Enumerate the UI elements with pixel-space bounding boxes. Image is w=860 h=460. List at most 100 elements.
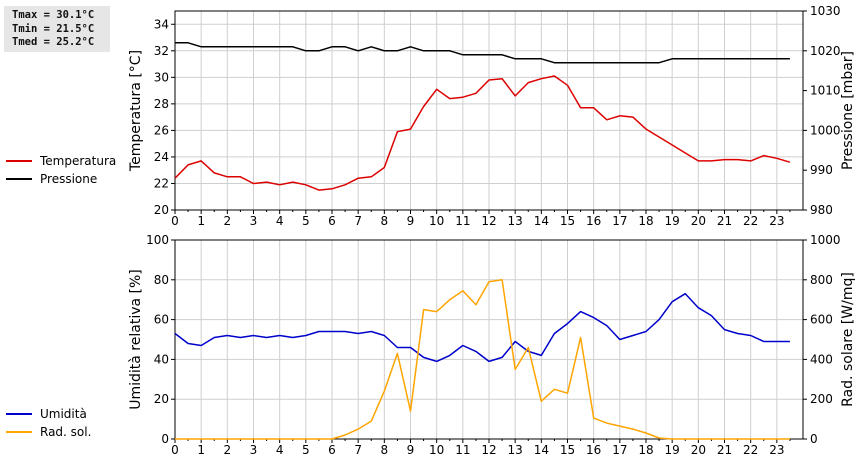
x-tick-label-hum-17: 17 — [612, 443, 627, 457]
series-line-temperatura — [174, 75, 791, 191]
legend-item-umidita: Umidità — [6, 405, 87, 423]
y-axis-title-left-temp: Temperatura [°C] — [128, 50, 144, 172]
x-tick-label-temp-18: 18 — [638, 214, 653, 228]
y-tick-label-right-temp-1010: 1010 — [810, 84, 841, 98]
x-tick-label-temp-3: 3 — [250, 214, 258, 228]
x-tick-label-hum-22: 22 — [743, 443, 758, 457]
y-tick-label-left-hum-60: 60 — [154, 313, 169, 327]
y-tick-label-right-temp-990: 990 — [810, 163, 833, 177]
x-tick-label-temp-14: 14 — [534, 214, 549, 228]
x-tick-label-temp-19: 19 — [665, 214, 680, 228]
x-tick-label-hum-11: 11 — [455, 443, 470, 457]
y-tick-label-right-temp-1000: 1000 — [810, 123, 841, 137]
x-tick-label-hum-4: 4 — [276, 443, 284, 457]
legend-label-pressione: Pressione — [40, 172, 98, 186]
y-tick-label-right-hum-200: 200 — [810, 392, 833, 406]
x-tick-label-temp-15: 15 — [560, 214, 575, 228]
y-tick-label-left-temp-20: 20 — [154, 203, 169, 217]
legend-label-radsol: Rad. sol. — [40, 425, 92, 439]
y-tick-label-left-temp-24: 24 — [154, 150, 169, 164]
series-line-rad-sol — [175, 279, 790, 440]
y-tick-label-left-hum-40: 40 — [154, 352, 169, 366]
legend-swatch-temperatura — [6, 160, 32, 162]
x-tick-label-hum-12: 12 — [481, 443, 496, 457]
y-tick-label-right-hum-600: 600 — [810, 313, 833, 327]
x-tick-label-hum-10: 10 — [429, 443, 444, 457]
legend-label-temperatura: Temperatura — [40, 154, 117, 168]
x-tick-label-hum-14: 14 — [534, 443, 549, 457]
y-tick-label-left-temp-26: 26 — [154, 123, 169, 137]
x-tick-label-hum-0: 0 — [171, 443, 179, 457]
stat-tmin: Tmin = 21.5°C — [12, 22, 95, 35]
x-tick-label-temp-16: 16 — [586, 214, 601, 228]
x-tick-label-temp-13: 13 — [508, 214, 523, 228]
x-tick-label-hum-1: 1 — [197, 443, 205, 457]
y-tick-label-right-temp-1030: 1030 — [810, 4, 841, 18]
x-tick-label-hum-3: 3 — [250, 443, 258, 457]
stat-tmax: Tmax = 30.1°C — [12, 9, 95, 21]
y-tick-label-left-hum-80: 80 — [154, 273, 169, 287]
y-axis-title-left-hum: Umidità relativa [%] — [128, 269, 144, 410]
legend-item-radsol: Rad. sol. — [6, 423, 91, 441]
x-tick-label-hum-15: 15 — [560, 443, 575, 457]
x-tick-label-hum-6: 6 — [328, 443, 336, 457]
x-tick-label-temp-0: 0 — [171, 214, 179, 228]
y-tick-label-left-temp-30: 30 — [154, 70, 169, 84]
series-line-pressione — [175, 42, 790, 64]
x-tick-label-hum-8: 8 — [381, 443, 389, 457]
legend-swatch-umidita — [6, 413, 32, 415]
x-tick-label-hum-7: 7 — [354, 443, 362, 457]
legend-item-pressione: Pressione — [6, 170, 116, 188]
x-tick-label-temp-17: 17 — [612, 214, 627, 228]
y-tick-label-right-temp-980: 980 — [810, 203, 833, 217]
x-tick-label-hum-13: 13 — [508, 443, 523, 457]
legend-swatch-pressione — [6, 178, 32, 180]
x-tick-label-hum-23: 23 — [769, 443, 784, 457]
y-tick-label-left-hum-100: 100 — [146, 233, 169, 247]
y-tick-label-right-hum-0: 0 — [810, 432, 818, 446]
x-tick-label-temp-5: 5 — [302, 214, 310, 228]
x-tick-label-hum-2: 2 — [224, 443, 232, 457]
legend-top: Temperatura Pressione — [6, 152, 116, 188]
x-tick-label-temp-8: 8 — [381, 214, 389, 228]
legend-swatch-radsol — [6, 431, 32, 433]
x-tick-label-temp-12: 12 — [481, 214, 496, 228]
x-tick-label-hum-20: 20 — [691, 443, 706, 457]
y-tick-label-right-hum-1000: 1000 — [810, 233, 841, 247]
x-tick-label-temp-1: 1 — [197, 214, 205, 228]
y-axis-title-right-temp: Pressione [mbar] — [840, 51, 856, 170]
y-axis-title-right-hum: Rad. solare [W/mq] — [840, 272, 856, 407]
x-tick-label-hum-18: 18 — [638, 443, 653, 457]
x-tick-label-temp-20: 20 — [691, 214, 706, 228]
x-tick-label-temp-6: 6 — [328, 214, 336, 228]
x-tick-label-temp-11: 11 — [455, 214, 470, 228]
legend-label-umidita: Umidità — [40, 407, 87, 421]
x-tick-label-temp-23: 23 — [769, 214, 784, 228]
x-tick-label-temp-4: 4 — [276, 214, 284, 228]
series-line-umidit — [174, 292, 790, 363]
x-tick-label-hum-19: 19 — [665, 443, 680, 457]
y-tick-label-left-temp-34: 34 — [154, 17, 169, 31]
x-tick-label-temp-7: 7 — [354, 214, 362, 228]
stats-box: Tmax = 30.1°C Tmin = 21.5°C Tmed = 25.2°… — [4, 6, 110, 52]
legend-item-temperatura: Temperatura — [6, 152, 116, 170]
y-tick-label-left-hum-0: 0 — [161, 432, 169, 446]
x-tick-label-temp-2: 2 — [224, 214, 232, 228]
x-tick-label-hum-9: 9 — [407, 443, 415, 457]
y-tick-label-left-temp-22: 22 — [154, 176, 169, 190]
x-tick-label-hum-16: 16 — [586, 443, 601, 457]
x-tick-label-hum-5: 5 — [302, 443, 310, 457]
x-tick-label-temp-9: 9 — [407, 214, 415, 228]
y-tick-label-left-temp-28: 28 — [154, 97, 169, 111]
x-tick-label-temp-10: 10 — [429, 214, 444, 228]
y-tick-label-right-hum-400: 400 — [810, 352, 833, 366]
y-tick-label-left-hum-20: 20 — [154, 392, 169, 406]
x-tick-label-temp-21: 21 — [717, 214, 732, 228]
y-tick-label-left-temp-32: 32 — [154, 44, 169, 58]
x-tick-label-temp-22: 22 — [743, 214, 758, 228]
y-tick-label-right-hum-800: 800 — [810, 273, 833, 287]
stat-tmed: Tmed = 25.2°C — [12, 36, 95, 48]
y-tick-label-right-temp-1020: 1020 — [810, 44, 841, 58]
x-tick-label-hum-21: 21 — [717, 443, 732, 457]
